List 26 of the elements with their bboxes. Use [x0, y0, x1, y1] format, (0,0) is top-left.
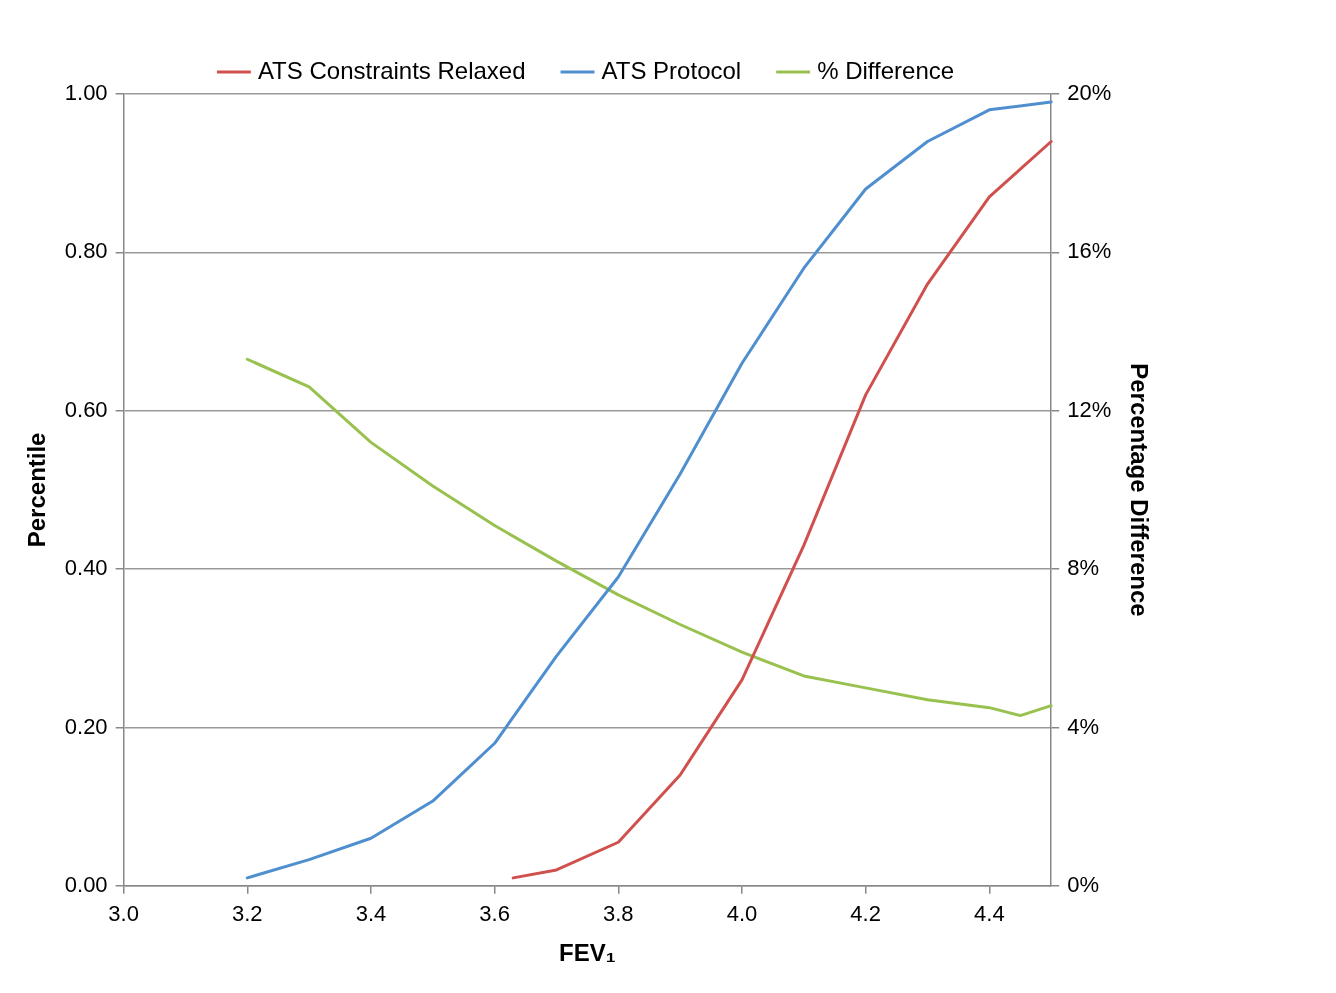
x-axis-title: FEV₁ — [559, 939, 616, 967]
y-tick-label: 0.00 — [64, 871, 108, 897]
y-tick-label: 0.20 — [64, 713, 108, 739]
y2-tick-label: 8% — [1067, 555, 1099, 581]
y2-axis-title: Percentage Difference — [1125, 363, 1153, 617]
y-axis-title: Percentile — [23, 432, 51, 548]
y2-tick-label: 16% — [1067, 238, 1112, 264]
legend-label: % Difference — [817, 56, 955, 84]
y2-tick-label: 12% — [1067, 396, 1112, 422]
x-tick-label: 3.4 — [355, 901, 387, 927]
y-tick-label: 1.00 — [64, 80, 108, 106]
y2-tick-label: 0% — [1067, 871, 1099, 897]
x-tick-label: 4.2 — [850, 901, 881, 927]
y2-tick-label: 20% — [1067, 80, 1112, 106]
legend-label: ATS Protocol — [601, 56, 742, 84]
y-tick-label: 0.40 — [64, 555, 108, 581]
x-tick-label: 3.6 — [479, 901, 510, 927]
x-tick-label: 3.0 — [108, 901, 139, 927]
y-tick-label: 0.80 — [64, 238, 108, 264]
y2-tick-label: 4% — [1067, 713, 1099, 739]
y-tick-label: 0.60 — [64, 396, 108, 422]
x-tick-label: 3.8 — [603, 901, 634, 927]
x-tick-label: 4.4 — [974, 901, 1005, 927]
x-tick-label: 3.2 — [231, 901, 263, 927]
legend-label: ATS Constraints Relaxed — [257, 56, 526, 84]
x-tick-label: 4.0 — [726, 901, 758, 927]
